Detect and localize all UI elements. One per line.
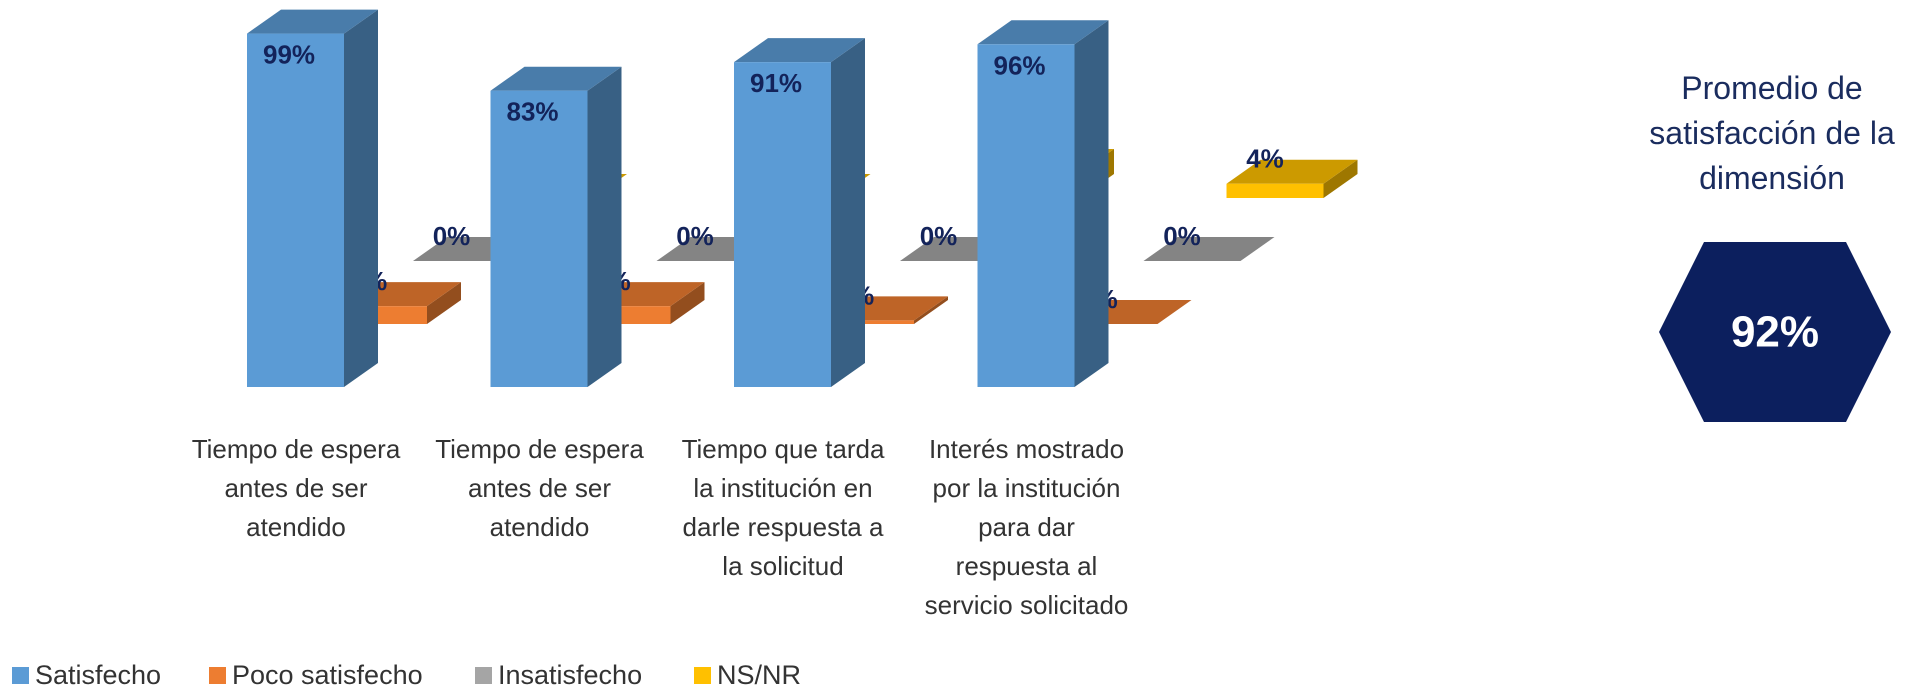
bar-side: [427, 282, 461, 324]
bar: [1226, 183, 1324, 198]
bar: [247, 33, 344, 387]
bar: [734, 62, 831, 387]
x-tick-label: Interés mostrado por la institución para…: [924, 434, 1129, 620]
data-label: 0%: [1163, 221, 1201, 251]
legend-item: Poco satisfecho: [209, 660, 423, 691]
bar-side: [831, 38, 865, 387]
summary-value: 92%: [1731, 308, 1819, 357]
legend-item: NS/NR: [694, 660, 801, 691]
bar: [490, 90, 588, 387]
legend-item: Satisfecho: [12, 660, 161, 691]
bar-top: [1226, 159, 1358, 184]
summary-hexagon: [1659, 242, 1891, 422]
bar-top: [247, 9, 378, 34]
legend-swatch: [209, 667, 226, 684]
data-label: 0%: [433, 221, 471, 251]
legend-swatch: [475, 667, 492, 684]
bar-side: [914, 296, 948, 324]
bar-top: [734, 38, 865, 63]
legend-label: NS/NR: [717, 660, 802, 690]
legend-label: Insatisfecho: [498, 660, 643, 690]
bar-side: [587, 66, 622, 387]
bar-side: [1074, 20, 1109, 388]
legend-label: Satisfecho: [35, 660, 162, 690]
legend-swatch: [12, 667, 29, 684]
legend-label: Poco satisfecho: [232, 660, 423, 690]
bar-top: [977, 20, 1109, 45]
bar-top: [1143, 237, 1275, 261]
data-label: 99%: [263, 40, 315, 70]
x-tick-label: Tiempo de espera antes de ser atendido: [191, 434, 401, 542]
x-tick-label: Tiempo de espera antes de ser atendido: [435, 434, 644, 542]
bar-side: [344, 9, 378, 387]
bar-side: [670, 282, 705, 324]
legend-swatch: [694, 667, 711, 684]
data-label: 0%: [920, 221, 958, 251]
bar: [977, 44, 1075, 387]
bar-top: [490, 66, 622, 91]
legend-item: Insatisfecho: [475, 660, 642, 691]
summary-title: Promedio de satisfacción de la dimensión: [1649, 70, 1895, 196]
data-label: 91%: [750, 68, 802, 98]
data-label: 83%: [507, 97, 559, 127]
x-tick-label: Tiempo que tarda la institución en darle…: [681, 434, 885, 581]
data-label: 4%: [1246, 144, 1284, 174]
data-label: 96%: [994, 50, 1046, 80]
bar-side: [1323, 159, 1358, 198]
bar: [817, 320, 914, 324]
data-label: 0%: [676, 221, 714, 251]
